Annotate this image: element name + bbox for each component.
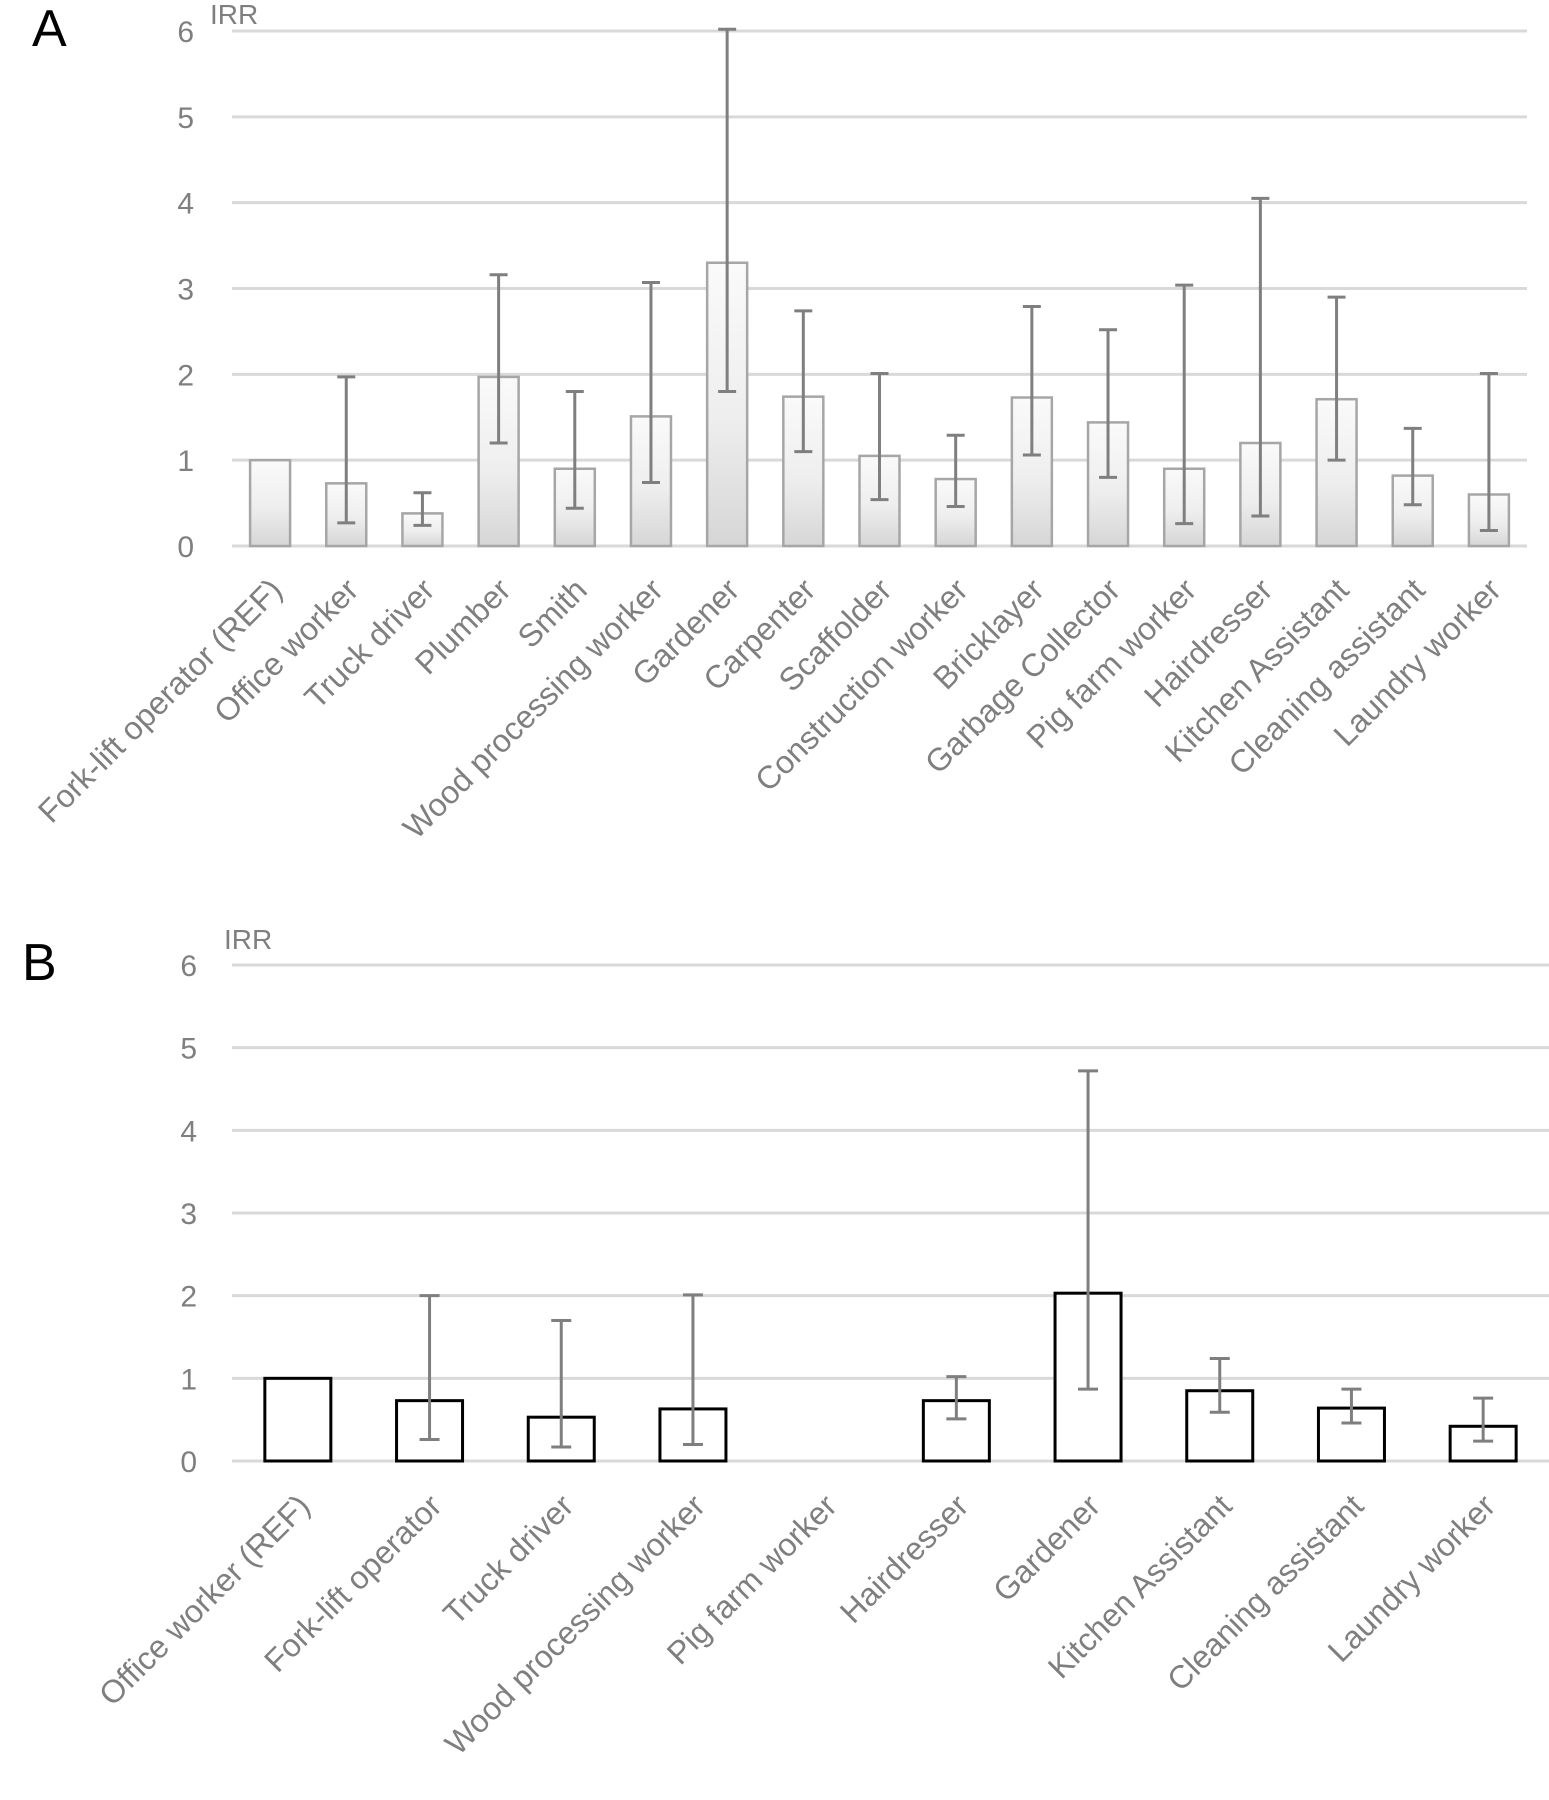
error-bar — [1175, 283, 1194, 526]
bar — [263, 1376, 333, 1463]
bar — [248, 458, 292, 548]
bar — [477, 375, 520, 548]
error-bar — [946, 1375, 967, 1421]
error-bar — [1251, 196, 1270, 518]
category-label: Gardener — [986, 1487, 1107, 1608]
y-tick-label: 2 — [177, 359, 194, 392]
y-tick-label: 5 — [177, 102, 194, 135]
error-bar — [1327, 295, 1346, 462]
error-bar — [794, 309, 813, 454]
y-tick-label: 3 — [180, 1198, 197, 1231]
y-tick-label: 5 — [180, 1033, 197, 1066]
y-tick-label: 0 — [177, 531, 194, 564]
y-tick-label: 1 — [177, 445, 194, 478]
error-bar — [682, 1293, 703, 1446]
error-bar — [1209, 1356, 1230, 1414]
error-bar — [337, 375, 356, 525]
category-label: Truck driver — [436, 1487, 580, 1631]
error-bar — [1403, 426, 1422, 507]
error-bar — [641, 280, 660, 484]
error-bar — [413, 491, 432, 527]
y-tick-label: 6 — [180, 950, 197, 983]
error-bar — [1479, 371, 1498, 533]
error-bar — [419, 1294, 440, 1442]
error-bar — [1022, 305, 1041, 457]
category-label: Office worker (REF) — [92, 1487, 317, 1712]
bar — [1315, 397, 1358, 548]
y-tick-label: 3 — [177, 274, 194, 307]
error-bar — [1078, 1069, 1099, 1391]
bar — [934, 477, 977, 548]
category-label: Hairdresser — [833, 1487, 976, 1630]
panel-a-letter: A — [32, 0, 67, 58]
error-bar — [551, 1318, 572, 1449]
panel-a-ylabel: IRR — [210, 0, 258, 30]
error-bar — [870, 371, 889, 502]
y-tick-label: 4 — [177, 188, 194, 221]
y-tick-label: 2 — [180, 1281, 197, 1314]
error-bar — [1341, 1387, 1362, 1425]
panel-b-letter: B — [22, 934, 57, 992]
error-bar — [946, 433, 965, 509]
error-bar — [718, 27, 737, 393]
panel-b-ylabel: IRR — [224, 924, 272, 955]
error-bar — [1099, 328, 1118, 479]
error-bar — [489, 273, 508, 445]
category-label: Wood processing worker — [438, 1487, 712, 1761]
y-tick-label: 0 — [180, 1446, 197, 1479]
y-tick-label: 6 — [177, 16, 194, 49]
y-tick-label: 4 — [180, 1115, 197, 1148]
bar — [1467, 493, 1511, 548]
y-tick-label: 1 — [180, 1363, 197, 1396]
error-bar — [1473, 1396, 1494, 1443]
error-bar — [565, 390, 584, 510]
